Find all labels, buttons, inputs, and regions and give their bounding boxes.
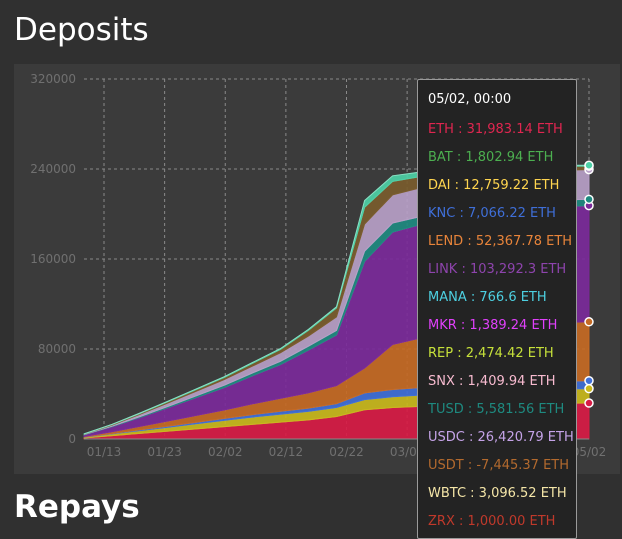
- tooltip-row: USDC : 26,420.79 ETH: [428, 430, 574, 445]
- y-tick-label: 160000: [30, 252, 76, 266]
- tooltip-row: BAT : 1,802.94 ETH: [428, 150, 554, 165]
- tooltip-row: LINK : 103,292.3 ETH: [428, 262, 567, 277]
- hover-marker-knc: [584, 375, 594, 386]
- hover-marker-tusd: [584, 194, 594, 205]
- y-tick-label: 320000: [30, 72, 76, 86]
- x-tick-label: 01/23: [147, 445, 182, 459]
- page-title: Deposits: [14, 12, 149, 48]
- tooltip-date: 05/02, 00:00: [428, 92, 512, 107]
- x-tick-label: 01/13: [87, 445, 122, 459]
- x-tick-label: 03/03: [390, 445, 425, 459]
- tooltip-rows: ETH : 31,983.14 ETH BAT : 1,802.94 ETH DAI…: [428, 116, 574, 536]
- tooltip-row: DAI : 12,759.22 ETH: [428, 178, 560, 193]
- hover-marker-dai: [584, 383, 594, 394]
- tooltip-row: MANA : 766.6 ETH: [428, 290, 547, 305]
- x-tick-label: 02/02: [208, 445, 243, 459]
- x-tick-label: 02/22: [329, 445, 364, 459]
- y-tick-label: 240000: [30, 162, 76, 176]
- tooltip-row: WBTC : 3,096.52 ETH: [428, 486, 567, 501]
- y-tick-label: 80000: [38, 342, 76, 356]
- tooltip-row: SNX : 1,409.94 ETH: [428, 374, 556, 389]
- x-tick-label: 05/02: [572, 445, 607, 459]
- y-tick-label: 0: [68, 432, 76, 446]
- tooltip-row: REP : 2,474.42 ETH: [428, 346, 554, 361]
- section-title-repays: Repays: [14, 489, 140, 525]
- tooltip-row: LEND : 52,367.78 ETH: [428, 234, 573, 249]
- hover-marker-mana: [584, 160, 594, 170]
- hover-marker-lend: [584, 317, 594, 327]
- tooltip-row: MKR : 1,389.24 ETH: [428, 318, 558, 333]
- chart-markers: [584, 160, 594, 408]
- tooltip-row: KNC : 7,066.22 ETH: [428, 206, 556, 221]
- chart-tooltip: 05/02, 00:00 ETH : 31,983.14 ETH BAT : 1,…: [417, 79, 577, 539]
- hover-marker-eth: [584, 398, 594, 408]
- tooltip-row: ZRX : 1,000.00 ETH: [428, 514, 556, 529]
- tooltip-row: USDT : -7,445.37 ETH: [428, 458, 570, 473]
- x-tick-label: 02/12: [269, 445, 304, 459]
- tooltip-row: ETH : 31,983.14 ETH: [428, 122, 563, 137]
- tooltip-row: TUSD : 5,581.56 ETH: [428, 402, 565, 417]
